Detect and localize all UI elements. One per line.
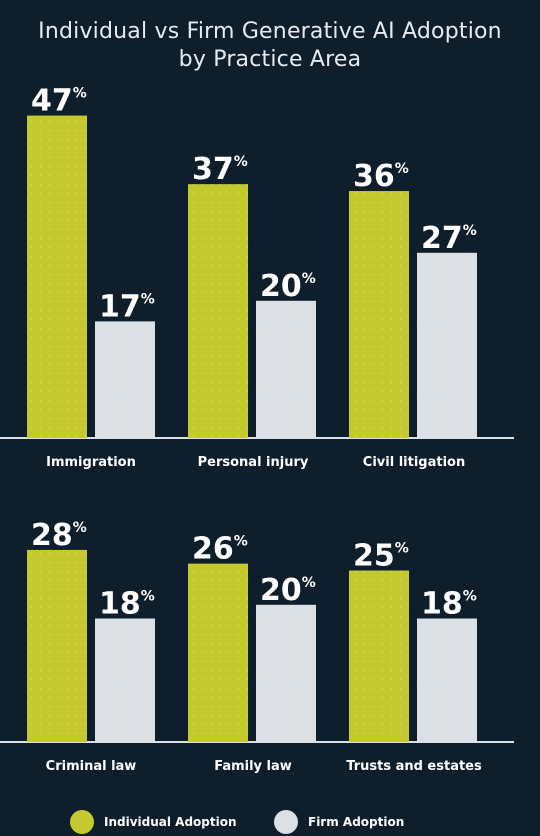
category-label-trusts-and-estates: Trusts and estates	[346, 759, 482, 774]
value-label-firm-criminal-law: 18%	[99, 587, 155, 622]
chart-title-line-1: Individual vs Firm Generative AI Adoptio…	[38, 19, 502, 44]
legend-label-individual: Individual Adoption	[104, 815, 237, 829]
legend-swatch-individual	[70, 810, 94, 834]
value-number: 47	[31, 84, 73, 119]
legend-item-individual: Individual Adoption	[70, 810, 237, 834]
value-number: 18	[99, 587, 141, 622]
value-number: 17	[99, 289, 141, 324]
value-number: 37	[192, 152, 234, 187]
value-unit: %	[141, 589, 155, 605]
value-label-individual-civil-litigation: 36%	[353, 159, 409, 194]
bar-texture	[349, 191, 409, 438]
value-number: 27	[421, 221, 463, 256]
bar-texture	[417, 618, 477, 742]
category-label-criminal-law: Criminal law	[46, 759, 137, 774]
value-label-individual-trusts-and-estates: 25%	[353, 539, 409, 574]
value-unit: %	[234, 154, 248, 170]
bar-texture	[27, 549, 87, 742]
value-number: 25	[353, 539, 395, 574]
bar-texture	[95, 321, 155, 438]
legend-label-firm: Firm Adoption	[308, 815, 405, 829]
value-number: 18	[421, 587, 463, 622]
value-unit: %	[463, 223, 477, 239]
value-label-individual-personal-injury: 37%	[192, 152, 248, 187]
category-label-civil-litigation: Civil litigation	[363, 455, 465, 470]
bar-texture	[188, 563, 248, 742]
value-unit: %	[302, 575, 316, 591]
bar-texture	[349, 570, 409, 742]
value-label-individual-criminal-law: 28%	[31, 518, 87, 553]
value-number: 20	[260, 269, 302, 304]
value-unit: %	[73, 86, 87, 102]
value-unit: %	[234, 534, 248, 550]
bar-texture	[188, 184, 248, 438]
value-number: 20	[260, 573, 302, 608]
value-unit: %	[395, 161, 409, 177]
bar-texture	[256, 300, 316, 438]
value-label-individual-immigration: 47%	[31, 84, 87, 119]
chart-title-line-2: by Practice Area	[178, 47, 362, 72]
value-number: 28	[31, 518, 73, 553]
legend: Individual Adoption Firm Adoption	[0, 810, 540, 836]
value-label-firm-trusts-and-estates: 18%	[421, 587, 477, 622]
legend-item-firm: Firm Adoption	[274, 810, 404, 834]
value-unit: %	[395, 541, 409, 557]
value-label-firm-civil-litigation: 27%	[421, 221, 477, 256]
value-label-firm-family-law: 20%	[260, 573, 316, 608]
value-label-firm-immigration: 17%	[99, 289, 155, 324]
value-unit: %	[302, 271, 316, 287]
category-label-family-law: Family law	[214, 759, 292, 774]
value-unit: %	[463, 589, 477, 605]
value-unit: %	[73, 520, 87, 536]
value-label-individual-family-law: 26%	[192, 532, 248, 567]
category-label-personal-injury: Personal injury	[198, 455, 309, 470]
legend-swatch-firm	[274, 810, 298, 834]
chart-title: Individual vs Firm Generative AI Adoptio…	[0, 18, 540, 74]
value-number: 26	[192, 532, 234, 567]
bar-texture	[256, 604, 316, 742]
bar-texture	[27, 115, 87, 438]
value-unit: %	[141, 291, 155, 307]
value-number: 36	[353, 159, 395, 194]
bar-texture	[417, 252, 477, 438]
value-label-firm-personal-injury: 20%	[260, 269, 316, 304]
category-label-immigration: Immigration	[46, 455, 136, 470]
bar-texture	[95, 618, 155, 742]
